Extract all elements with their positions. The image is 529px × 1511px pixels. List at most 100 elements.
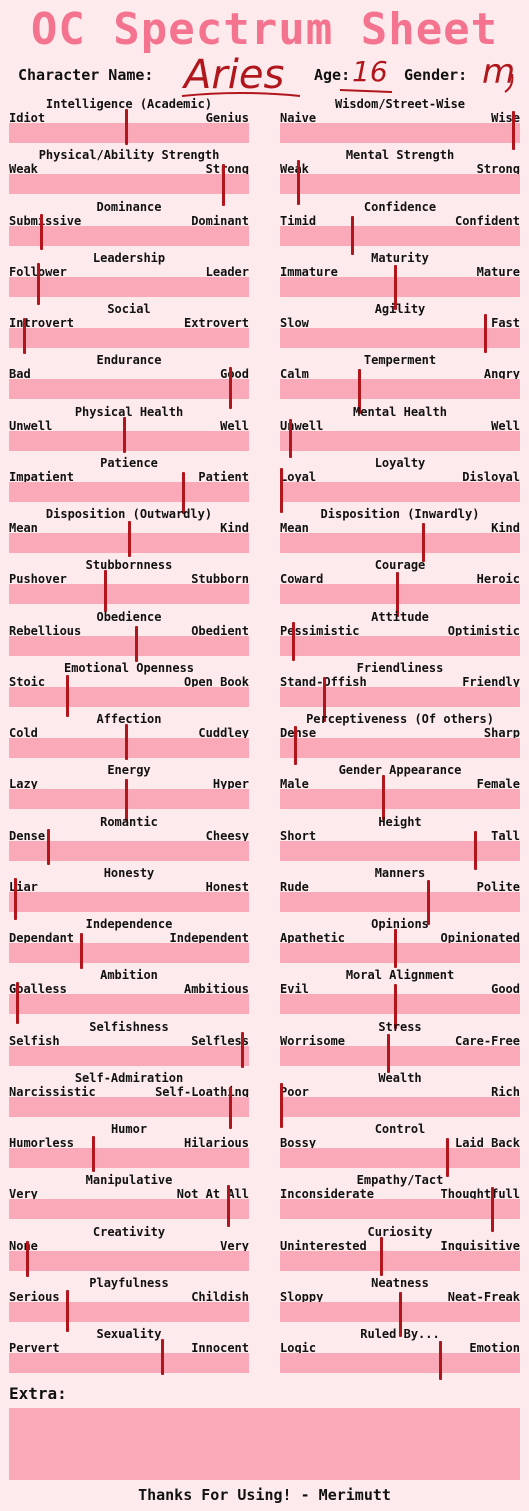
trait-marker[interactable] [512,111,515,150]
trait-slider-track[interactable] [280,738,520,758]
trait-marker[interactable] [394,929,397,968]
trait-slider-track[interactable] [280,481,520,502]
trait-marker[interactable] [394,984,397,1030]
trait-marker[interactable] [14,877,17,920]
trait-marker[interactable] [229,367,232,410]
trait-marker[interactable] [474,830,477,870]
trait-marker[interactable] [399,1291,402,1337]
trait-slider-track[interactable] [280,584,520,605]
trait-slider-track[interactable] [280,174,520,195]
trait-marker[interactable] [47,828,50,865]
gender-value[interactable]: m [482,52,516,92]
trait-slider-track[interactable] [280,1148,520,1168]
trait-slider-track[interactable] [280,1353,520,1373]
trait-marker[interactable] [229,1086,232,1129]
age-value[interactable]: 16 [352,55,388,88]
trait-marker[interactable] [222,164,225,207]
trait-marker[interactable] [161,1339,164,1375]
trait-slider-track[interactable] [9,379,249,400]
trait-slider-track[interactable] [280,1045,520,1066]
trait-marker[interactable] [227,1185,230,1228]
trait-slider-track[interactable] [9,328,249,348]
trait-marker[interactable] [484,314,487,353]
trait-slider-track[interactable] [280,943,520,963]
trait-marker[interactable] [182,471,185,514]
trait-slider-track[interactable] [9,1301,249,1322]
trait-marker[interactable] [26,1240,29,1277]
trait-slider-track[interactable] [280,328,520,348]
trait-marker[interactable] [297,160,300,206]
trait-slider-track[interactable] [9,481,249,502]
trait-slider-track[interactable] [280,123,520,143]
trait-marker[interactable] [23,318,26,354]
trait-marker[interactable] [380,1236,383,1276]
trait-marker[interactable] [92,1136,95,1172]
trait-slider-track[interactable] [9,1250,249,1271]
trait-marker[interactable] [422,523,425,562]
trait-slider-track[interactable] [280,635,520,656]
trait-slider-track[interactable] [280,840,520,861]
trait-slider-track[interactable] [9,1045,249,1066]
trait-slider-track[interactable] [280,1250,520,1271]
trait-marker[interactable] [289,418,292,458]
trait-slider-track[interactable] [9,430,249,451]
trait-slider-track[interactable] [9,738,249,758]
trait-slider-track[interactable] [280,994,520,1015]
trait-slider-track[interactable] [280,891,520,912]
trait-marker[interactable] [358,369,361,415]
trait-marker[interactable] [446,1138,449,1177]
trait-slider-track[interactable] [280,533,520,553]
extra-notes-box[interactable] [9,1408,520,1480]
trait-slider-track[interactable] [9,1199,249,1220]
trait-marker[interactable] [280,1082,283,1128]
trait-marker[interactable] [351,215,354,255]
trait-marker[interactable] [294,726,297,765]
trait-slider-track[interactable] [9,276,249,297]
trait-marker[interactable] [396,572,399,618]
trait-slider-track[interactable] [9,1148,249,1168]
trait-marker[interactable] [37,262,40,305]
trait-marker[interactable] [80,933,83,969]
trait-slider-track[interactable] [9,686,249,707]
trait-slider-track[interactable] [9,1096,249,1117]
trait-marker[interactable] [491,1187,494,1233]
trait-slider-track[interactable] [9,943,249,963]
trait-marker[interactable] [16,982,19,1025]
trait-marker[interactable] [123,416,126,453]
trait-slider-track[interactable] [9,635,249,656]
trait-slider-track[interactable] [9,840,249,861]
trait-slider-track[interactable] [9,225,249,246]
trait-slider-track[interactable] [280,789,520,810]
trait-slider-track[interactable] [280,276,520,297]
trait-slider-track[interactable] [9,891,249,912]
trait-marker[interactable] [125,724,128,760]
trait-slider-track[interactable] [9,584,249,605]
trait-slider-track[interactable] [9,994,249,1015]
trait-slider-track[interactable] [280,430,520,451]
trait-marker[interactable] [292,621,295,661]
trait-slider-track[interactable] [9,123,249,143]
trait-marker[interactable] [66,674,69,717]
name-value[interactable]: Aries [184,52,285,98]
trait-marker[interactable] [125,779,128,822]
trait-slider-track[interactable] [9,174,249,195]
trait-marker[interactable] [135,625,138,662]
trait-slider-track[interactable] [280,686,520,707]
trait-slider-track[interactable] [280,1096,520,1117]
trait-marker[interactable] [280,467,283,513]
trait-marker[interactable] [125,109,128,145]
trait-marker[interactable] [241,1031,244,1068]
trait-marker[interactable] [104,570,107,613]
trait-marker[interactable] [382,775,385,821]
trait-marker[interactable] [394,264,397,310]
trait-marker[interactable] [128,521,131,557]
trait-marker[interactable] [387,1033,390,1073]
trait-marker[interactable] [439,1341,442,1380]
trait-slider-track[interactable] [9,789,249,810]
trait-slider-track[interactable] [9,1353,249,1373]
trait-slider-track[interactable] [280,379,520,400]
trait-slider-track[interactable] [280,1199,520,1220]
trait-marker[interactable] [427,879,430,925]
trait-marker[interactable] [323,676,326,722]
trait-marker[interactable] [40,213,43,250]
